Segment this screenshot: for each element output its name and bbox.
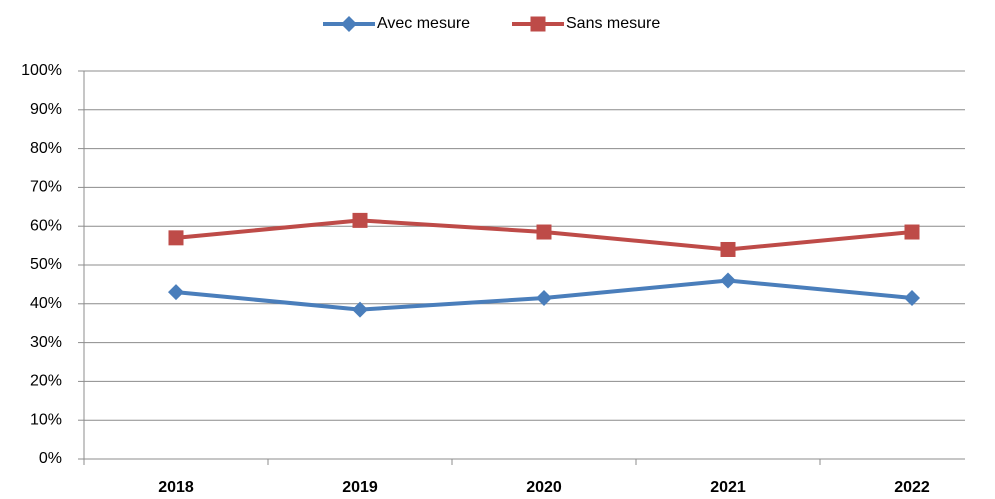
y-tick-label: 10%	[30, 411, 62, 428]
y-tick-label: 70%	[30, 179, 62, 196]
marker	[341, 16, 357, 32]
marker	[168, 230, 184, 246]
legend-label: Sans mesure	[566, 15, 660, 32]
marker	[536, 224, 552, 240]
marker	[720, 272, 736, 289]
x-tick-label: 2019	[342, 479, 378, 496]
x-tick-label: 2022	[894, 479, 930, 496]
x-tick-label: 2018	[158, 479, 194, 496]
y-tick-label: 0%	[39, 450, 62, 467]
y-tick-label: 60%	[30, 217, 62, 234]
marker	[352, 212, 368, 228]
marker	[352, 301, 368, 318]
y-tick-label: 30%	[30, 334, 62, 351]
y-tick-label: 40%	[30, 295, 62, 312]
x-tick-label: 2021	[710, 479, 746, 496]
y-tick-label: 100%	[21, 62, 62, 79]
x-tick-label: 2020	[526, 479, 562, 496]
marker	[530, 16, 546, 32]
marker	[536, 289, 552, 306]
legend-label: Avec mesure	[377, 15, 470, 32]
y-tick-label: 20%	[30, 373, 62, 390]
y-tick-label: 90%	[30, 101, 62, 118]
y-tick-label: 80%	[30, 140, 62, 157]
marker	[168, 284, 184, 301]
marker	[904, 289, 920, 306]
marker	[904, 224, 920, 240]
y-tick-label: 50%	[30, 256, 62, 273]
marker	[720, 241, 736, 257]
